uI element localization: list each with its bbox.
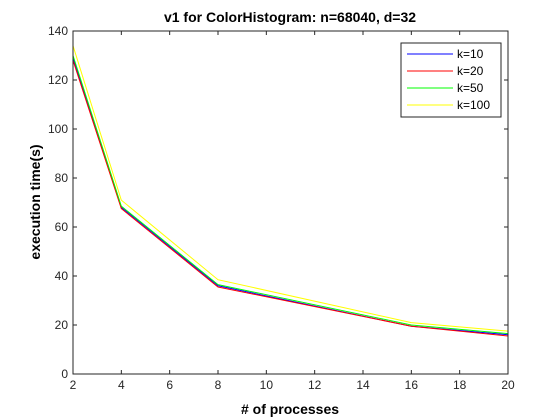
chart-title: v1 for ColorHistogram: n=68040, d=32: [164, 9, 416, 25]
x-tick-label: 10: [260, 378, 274, 392]
x-axis-label: # of processes: [241, 401, 339, 417]
y-tick-label: 140: [48, 24, 68, 38]
legend-label-2: k=50: [457, 81, 484, 95]
series-layer: [72, 45, 509, 337]
x-tick-label: 6: [166, 378, 173, 392]
legend-label-3: k=100: [457, 98, 490, 112]
series-line-1: [72, 60, 509, 337]
x-tick-label: 20: [501, 378, 515, 392]
y-tick-label: 120: [48, 73, 68, 87]
series-line-3: [72, 45, 509, 332]
y-tick-label: 60: [55, 220, 69, 234]
y-tick-label: 0: [61, 367, 68, 381]
y-tick-label: 100: [48, 122, 68, 136]
x-tick-label: 14: [356, 378, 370, 392]
series-line-2: [72, 55, 509, 335]
x-tick-label: 8: [215, 378, 222, 392]
x-tick-label: 2: [70, 378, 77, 392]
axes-box: [72, 30, 509, 375]
y-tick-label: 40: [55, 269, 69, 283]
x-tick-label: 4: [118, 378, 125, 392]
legend-label-0: k=10: [457, 47, 484, 61]
y-axis-label: execution time(s): [27, 144, 43, 259]
legend-label-1: k=20: [457, 64, 484, 78]
axes-layer: [72, 30, 509, 375]
legend: k=10 k=20 k=50 k=100: [400, 42, 502, 118]
x-tick-label: 12: [308, 378, 322, 392]
y-tick-label: 20: [55, 318, 69, 332]
x-tick-label: 18: [453, 378, 467, 392]
ticks-layer: 2 4 6 8 10 12 14 16 18 20 0 20 40 60 80 100 120 140: [48, 24, 515, 392]
y-tick-label: 80: [55, 171, 69, 185]
x-tick-label: 16: [405, 378, 419, 392]
